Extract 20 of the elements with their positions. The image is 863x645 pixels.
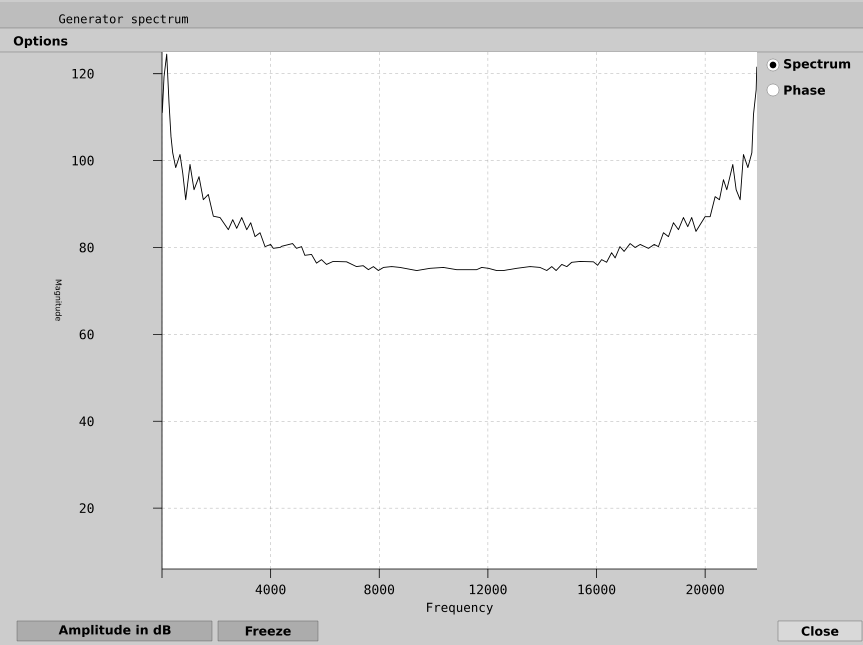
y-tick-label: 40	[79, 416, 94, 426]
x-tick-label: 4000	[256, 584, 286, 594]
text: Spectrum	[784, 59, 850, 71]
x-tick-label: 12000	[470, 584, 507, 594]
y-tick-label: 120	[72, 68, 94, 79]
x-tick-label: 16000	[578, 584, 616, 594]
y-tick-label: 80	[80, 242, 94, 252]
x-tick-label: 20000	[686, 584, 724, 594]
y-tick-label: 100	[72, 156, 94, 166]
y-tick-label: 60	[80, 329, 94, 340]
text: Close	[802, 626, 838, 636]
text: Freeze	[246, 626, 291, 636]
text: Amplitude in dB	[58, 624, 171, 638]
x-axis-title: Frequency	[427, 602, 493, 615]
text: Options	[14, 36, 68, 48]
y-axis-title: Magnitude	[54, 280, 62, 321]
y-tick-label: 20	[80, 503, 94, 514]
chart-title: Generator spectrum	[59, 14, 188, 26]
x-tick-label: 8000	[364, 584, 394, 594]
text: Phase	[784, 85, 826, 95]
